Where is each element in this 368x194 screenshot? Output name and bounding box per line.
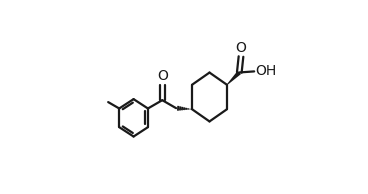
- Text: O: O: [236, 41, 247, 55]
- Text: OH: OH: [255, 64, 276, 78]
- Text: O: O: [157, 69, 168, 83]
- Polygon shape: [227, 71, 241, 85]
